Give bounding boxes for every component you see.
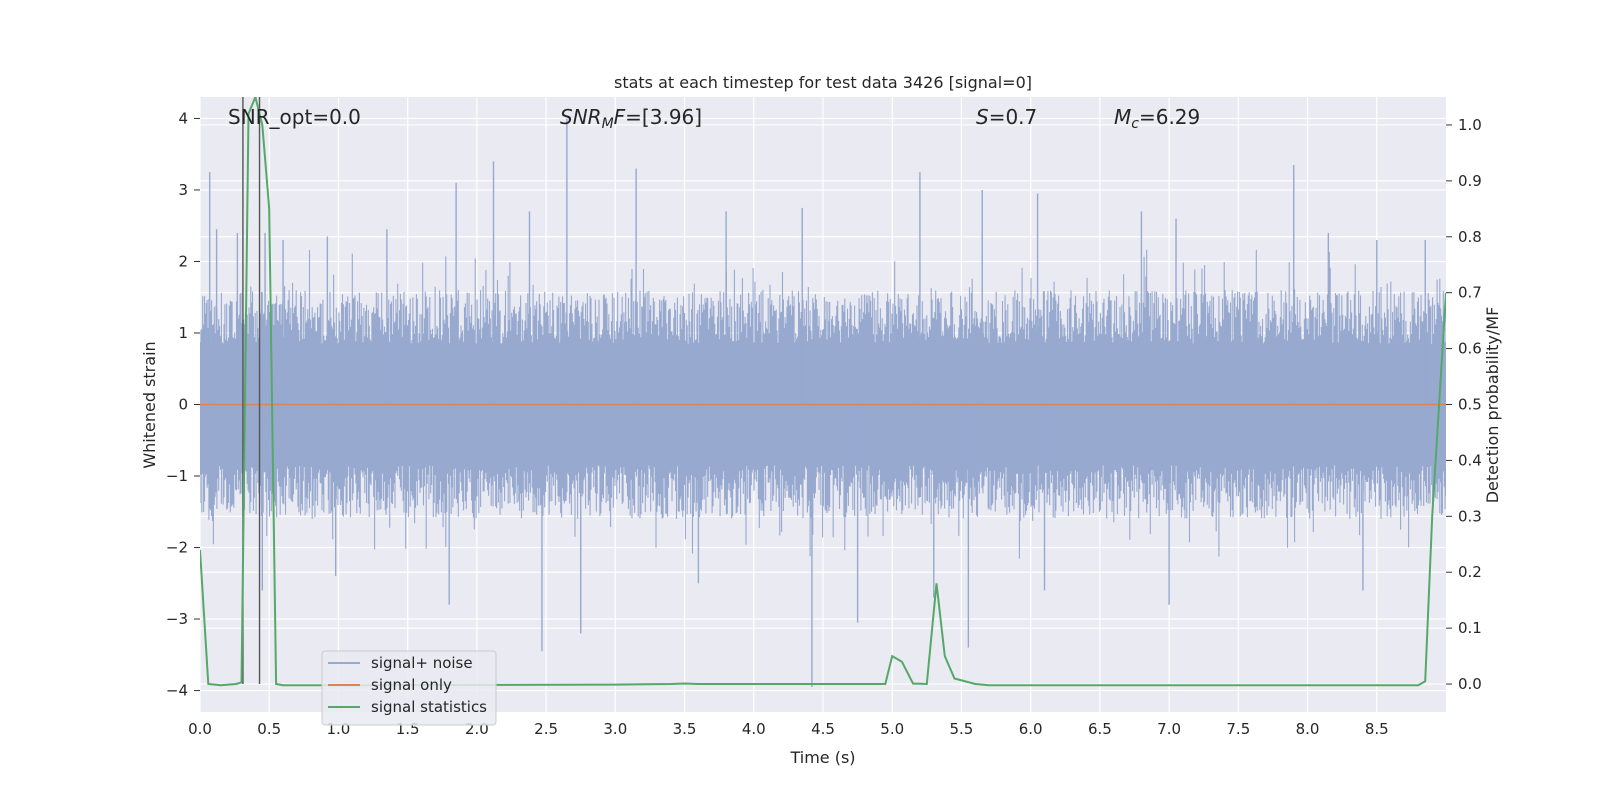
x-tick-label: 4.0 [742,720,766,738]
mc-subscript: c [1131,116,1139,132]
y-left-tick-label: 0 [178,396,188,414]
y-left-tick-label: 1 [178,324,188,342]
signal-statistics-series [200,97,1446,687]
y-right-tick-label: 0.1 [1458,619,1482,637]
y-left-tick-label: −1 [166,467,188,485]
y-right-tick-label: 0.3 [1458,507,1482,525]
s-symbol: S [976,105,989,129]
x-tick-label: 0.0 [188,720,212,738]
y-right-tick-label: 0.5 [1458,396,1482,414]
y-left-tick-label: 2 [178,252,188,270]
snr-mf-f: F [614,105,626,129]
s-value: =0.7 [989,105,1038,129]
x-tick-label: 2.5 [534,720,558,738]
legend-label-stats: signal statistics [371,698,487,716]
legend-label-signal: signal only [371,676,452,694]
x-tick-label: 7.5 [1226,720,1250,738]
y-left-tick-label: −2 [166,539,188,557]
mc-symbol: M [1114,105,1131,129]
y-right-tick-label: 0.7 [1458,284,1482,302]
y-right-tick-label: 0.0 [1458,675,1482,693]
y-left-tick-label: 3 [178,181,188,199]
legend-box [321,650,497,726]
y-left-axis-ticks: 4 3 2 1 0 −1 −2 −3 −4 [166,109,200,700]
noise-series [200,118,1446,687]
x-tick-label: 0.5 [257,720,281,738]
mc-value: =6.29 [1139,105,1200,129]
annotation-mc: Mc=6.29 [1114,105,1200,132]
x-tick-label: 8.0 [1296,720,1320,738]
x-tick-label: 6.5 [1088,720,1112,738]
annotation-snr-mf: SNRMF=[3.96] [560,105,702,132]
y-right-tick-label: 0.2 [1458,563,1482,581]
y-right-tick-label: 0.9 [1458,172,1482,190]
y-right-tick-label: 1.0 [1458,116,1482,134]
x-tick-label: 4.5 [811,720,835,738]
snr-mf-subscript: M [602,116,614,132]
x-tick-label: 5.5 [950,720,974,738]
y-left-axis-label: Whitened strain [140,341,159,468]
y-right-axis-label: Detection probability/MF [1483,307,1502,504]
snr-mf-value: =[3.96] [625,105,702,129]
snr-mf-symbol: SNR [560,105,602,129]
y-left-tick-label: −3 [166,610,188,628]
y-left-tick-label: 4 [178,109,188,127]
x-tick-label: 3.5 [673,720,697,738]
x-tick-label: 7.0 [1157,720,1181,738]
annotation-s: S=0.7 [976,105,1037,129]
chart-title: stats at each timestep for test data 342… [614,73,1032,92]
legend-label-noise: signal+ noise [371,654,473,672]
x-tick-label: 8.5 [1365,720,1389,738]
x-axis-label: Time (s) [789,748,855,767]
y-left-tick-label: −4 [166,682,188,700]
y-right-tick-label: 0.8 [1458,228,1482,246]
legend: signal+ noise signal only signal statist… [321,650,497,726]
annotation-snr-opt: SNR_opt=0.0 [228,105,361,129]
y-right-tick-label: 0.4 [1458,451,1482,469]
x-tick-label: 6.0 [1019,720,1043,738]
x-tick-label: 3.0 [603,720,627,738]
y-right-axis-ticks: 1.0 0.9 0.8 0.7 0.6 0.5 0.4 0.3 0.2 0.1 0.0 [1446,116,1482,693]
x-tick-label: 5.0 [880,720,904,738]
y-right-tick-label: 0.6 [1458,340,1482,358]
signal-statistics-line [200,97,1446,687]
